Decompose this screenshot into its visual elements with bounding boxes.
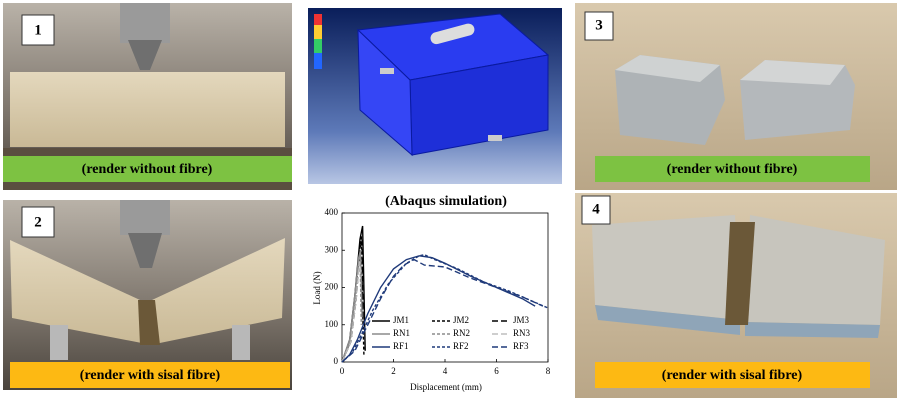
panel-number: 1	[34, 22, 42, 38]
photo-panel-4: 4 (render with sisal fibre)	[575, 193, 897, 398]
legend-label: RF3	[513, 341, 529, 351]
panel-number: 2	[34, 214, 42, 230]
data-line	[341, 253, 362, 363]
data-line	[341, 258, 544, 363]
y-tick-label: 0	[334, 356, 339, 366]
simulation-image	[308, 8, 562, 184]
photo-panel-2: 2 (render with sisal fibre)	[3, 200, 292, 390]
legend-label: JM2	[453, 315, 469, 325]
panel-caption: (render with sisal fibre)	[662, 368, 803, 383]
x-tick-label: 4	[443, 366, 448, 376]
y-tick-label: 100	[325, 319, 339, 329]
load-displacement-chart: Displacement (mm) Load (N) 0 100 200 300 400…	[312, 207, 551, 392]
x-tick-label: 2	[391, 366, 396, 376]
y-tick-label: 400	[325, 207, 339, 217]
photo-panel-1: 1 (render without fibre)	[3, 3, 292, 190]
data-line	[341, 261, 362, 363]
x-tick-label: 6	[494, 366, 499, 376]
panel-number: 3	[595, 17, 603, 33]
legend-label: RN1	[393, 328, 410, 338]
x-tick-label: 8	[546, 366, 551, 376]
y-axis-label: Load (N)	[312, 271, 322, 304]
plot-frame	[341, 212, 549, 363]
panel-caption: (render with sisal fibre)	[80, 368, 221, 383]
photo-panel-3: 3 (render without fibre)	[575, 3, 897, 190]
legend-label: JM3	[513, 315, 530, 325]
panel-caption: (render without fibre)	[667, 162, 798, 177]
x-axis-label: Displacement (mm)	[410, 382, 482, 392]
panel-caption: (render without fibre)	[82, 162, 213, 177]
legend-label: RF1	[393, 341, 409, 351]
legend-label: JM1	[393, 315, 409, 325]
legend-label: RF2	[453, 341, 469, 351]
simulation-caption: (Abaqus simulation)	[385, 194, 507, 209]
data-line	[341, 253, 549, 363]
x-tick-label: 0	[340, 366, 345, 376]
panel-number: 4	[592, 201, 600, 217]
y-tick-label: 200	[325, 282, 339, 292]
legend-label: RN2	[453, 328, 470, 338]
y-tick-label: 300	[325, 244, 339, 254]
legend-label: RN3	[513, 328, 531, 338]
